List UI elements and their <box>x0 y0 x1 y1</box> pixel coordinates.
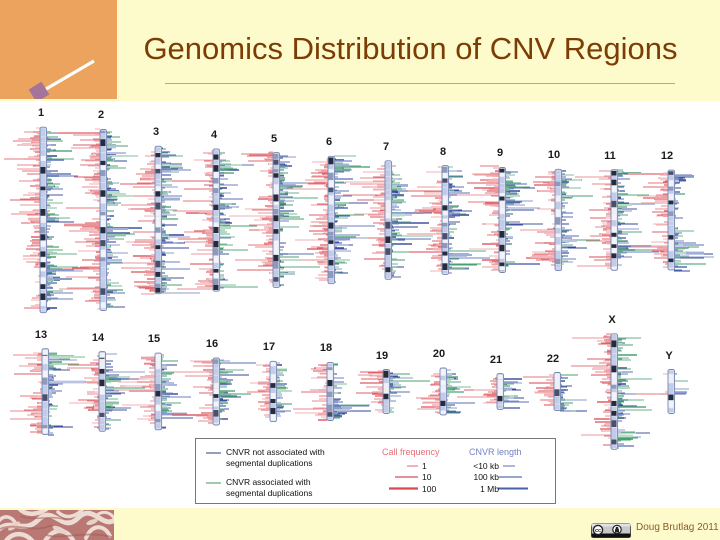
svg-text:19: 19 <box>376 350 388 362</box>
svg-text:18: 18 <box>320 342 332 354</box>
svg-text:15: 15 <box>148 333 160 345</box>
svg-text:2: 2 <box>98 109 104 121</box>
svg-text:cc: cc <box>595 528 601 534</box>
svg-text:1: 1 <box>38 107 44 119</box>
svg-text:16: 16 <box>206 338 218 350</box>
svg-text:11: 11 <box>604 150 616 162</box>
svg-text:7: 7 <box>383 141 389 153</box>
svg-text:22: 22 <box>547 353 559 365</box>
svg-text:Y: Y <box>665 350 673 362</box>
svg-text:20: 20 <box>433 348 445 360</box>
svg-text:9: 9 <box>497 147 503 159</box>
svg-text:17: 17 <box>263 341 275 353</box>
svg-text:6: 6 <box>326 136 332 148</box>
svg-text:3: 3 <box>153 126 159 138</box>
svg-text:12: 12 <box>661 150 673 162</box>
svg-text:8: 8 <box>440 146 446 158</box>
svg-text:10: 10 <box>548 149 560 161</box>
svg-text:4: 4 <box>211 129 218 141</box>
svg-text:5: 5 <box>271 133 277 145</box>
svg-text:14: 14 <box>92 332 105 344</box>
svg-text:13: 13 <box>35 329 47 341</box>
svg-text:X: X <box>608 314 616 326</box>
svg-text:21: 21 <box>490 354 502 366</box>
